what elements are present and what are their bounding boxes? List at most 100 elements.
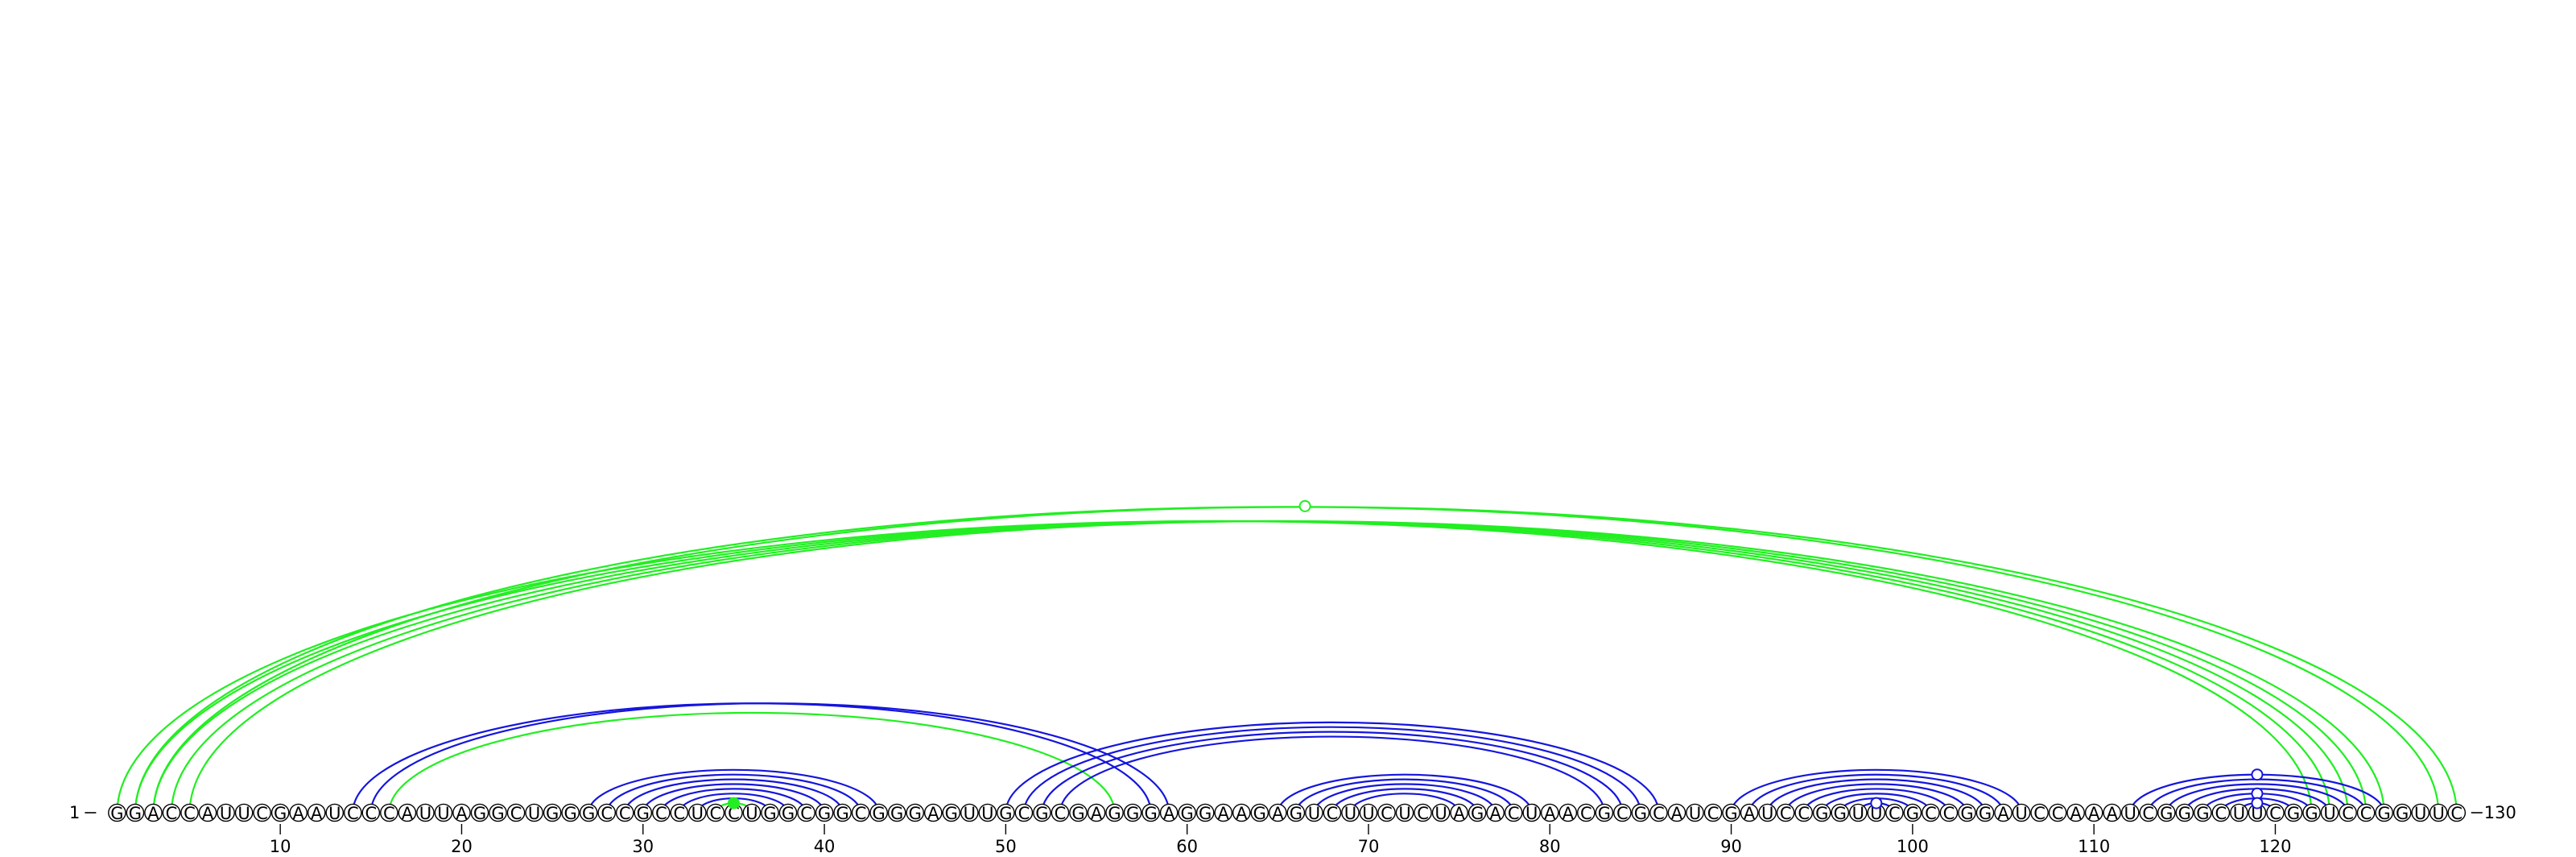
- nucleotide-112-circle: [2120, 803, 2140, 822]
- arc-4-125: [170, 520, 2368, 814]
- nucleotide-30-circle: [634, 803, 653, 822]
- nucleotide-26-circle: [561, 803, 580, 822]
- nucleotide-95: G: [1815, 804, 1828, 823]
- arc-3-124: [152, 520, 2349, 814]
- nucleotide-126-circle: [2375, 803, 2393, 822]
- nucleotide-52: G: [1035, 804, 1048, 823]
- nucleotide-17: A: [402, 804, 414, 823]
- nucleotide-69: U: [1344, 804, 1356, 823]
- nucleotide-128: U: [2414, 804, 2426, 823]
- nucleotide-125-circle: [2356, 803, 2376, 822]
- nucleotide-13: U: [328, 804, 341, 823]
- nucleotide-65: A: [1272, 804, 1284, 823]
- nucleotide-104-circle: [1975, 803, 1995, 822]
- arc-90-106: [1730, 768, 2023, 814]
- nucleotide-78-circle: [1504, 803, 1523, 822]
- nucleotide-4-circle: [162, 803, 181, 822]
- nucleotide-43: G: [873, 804, 886, 823]
- arc-92-104: [1766, 778, 1987, 814]
- nucleotide-42: C: [855, 804, 867, 823]
- arc-29-41: [624, 778, 844, 814]
- nucleotide-10: G: [274, 804, 287, 823]
- nucleotide-53-circle: [1051, 803, 1070, 822]
- nucleotide-24-circle: [525, 803, 543, 822]
- nucleotide-45: G: [909, 804, 922, 823]
- nucleotide-17-circle: [398, 803, 417, 822]
- nucleotide-79-circle: [1522, 803, 1542, 822]
- nucleotide-77-circle: [1486, 803, 1505, 822]
- nucleotide-117-circle: [2211, 803, 2231, 822]
- nucleotide-127: G: [2396, 804, 2409, 823]
- nucleotide-128-circle: [2411, 803, 2430, 822]
- tick-label-70: 70: [1358, 837, 1380, 856]
- nucleotide-109: A: [2070, 804, 2082, 823]
- nucleotide-77: A: [1489, 804, 1501, 823]
- nucleotide-25-circle: [543, 803, 562, 822]
- nucleotide-93: C: [1780, 804, 1792, 823]
- nucleotide-10-circle: [270, 803, 290, 822]
- arc-93-103: [1785, 783, 1968, 814]
- nucleotide-56-circle: [1105, 803, 1124, 822]
- arc-3-130: [152, 506, 2458, 814]
- nucleotide-81: A: [1563, 804, 1575, 823]
- nucleotide-9-circle: [253, 803, 271, 822]
- nucleotide-9: C: [256, 804, 268, 823]
- nucleotide-25: G: [546, 804, 559, 823]
- nucleotide-76-circle: [1468, 803, 1487, 822]
- nucleotide-70: U: [1362, 804, 1374, 823]
- nucleotide-88-circle: [1686, 803, 1704, 822]
- nucleotide-65-circle: [1269, 803, 1287, 822]
- arc-68-76: [1331, 788, 1479, 814]
- nucleotide-31: C: [655, 804, 667, 823]
- nucleotide-45-circle: [906, 803, 925, 822]
- nucleotide-91: A: [1744, 804, 1756, 823]
- nucleotide-119: U: [2251, 804, 2263, 823]
- nucleotide-120-circle: [2266, 803, 2285, 822]
- nucleotide-64-circle: [1250, 803, 1269, 822]
- nucleotide-56: G: [1108, 804, 1121, 823]
- nucleotide-84-circle: [1613, 803, 1632, 822]
- nucleotide-102-circle: [1939, 803, 1959, 822]
- nucleotide-126: G: [2378, 804, 2391, 823]
- nucleotide-73-circle: [1414, 803, 1432, 822]
- tick-label-10: 10: [270, 837, 291, 856]
- nucleotide-124-circle: [2339, 803, 2357, 822]
- nucleotide-20-circle: [452, 803, 471, 822]
- tick-label-120: 120: [2259, 837, 2291, 856]
- nucleotide-3-circle: [144, 803, 163, 822]
- nucleotide-129: U: [2433, 804, 2445, 823]
- arc-15-59: [369, 702, 1170, 814]
- nucleotide-58-circle: [1141, 803, 1160, 822]
- arc-16-56: [388, 711, 1116, 814]
- nucleotide-54-circle: [1069, 803, 1088, 822]
- nucleotide-116: G: [2196, 804, 2209, 823]
- nucleotide-21: G: [473, 804, 486, 823]
- arc-95-101: [1821, 793, 1932, 814]
- nucleotide-1: G: [110, 804, 123, 823]
- nucleotide-69-circle: [1341, 803, 1360, 822]
- nucleotide-46: A: [927, 804, 939, 823]
- nucleotide-52-circle: [1033, 803, 1051, 822]
- nucleotide-72-circle: [1395, 803, 1414, 822]
- nucleotide-83-circle: [1595, 803, 1614, 822]
- nucleotide-96-circle: [1831, 803, 1850, 822]
- nucleotide-90: G: [1724, 804, 1737, 823]
- nucleotide-84: C: [1616, 804, 1629, 823]
- nucleotide-93-circle: [1776, 803, 1795, 822]
- nucleotide-97-circle: [1848, 803, 1868, 822]
- nucleotide-112: U: [2124, 804, 2136, 823]
- nucleotide-76: G: [1471, 804, 1484, 823]
- nucleotide-87: A: [1671, 804, 1683, 823]
- nucleotide-114-circle: [2157, 803, 2176, 822]
- nucleotide-108-circle: [2048, 803, 2067, 822]
- nucleotide-61-circle: [1195, 803, 1215, 822]
- nucleotide-1-circle: [108, 803, 126, 822]
- nucleotide-49-circle: [978, 803, 997, 822]
- nucleotide-2-circle: [126, 803, 145, 822]
- nucleotide-105: A: [1997, 804, 2009, 823]
- nucleotide-116-circle: [2194, 803, 2212, 822]
- nucleotide-127-circle: [2392, 803, 2412, 822]
- arc-marker-97-99: [1870, 797, 1883, 809]
- nucleotide-89: C: [1707, 804, 1719, 823]
